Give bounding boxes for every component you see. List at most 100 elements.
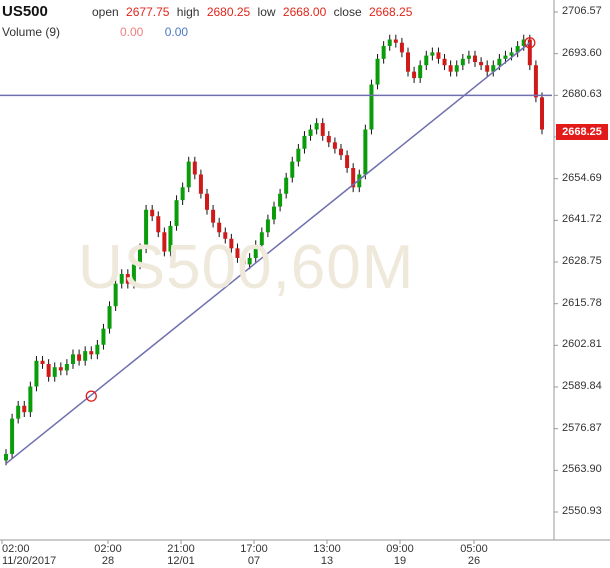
- price-tick-label: 2628.75: [562, 255, 602, 267]
- time-tick-label: 21:00 12/01: [151, 543, 211, 567]
- candle-body: [363, 129, 368, 175]
- candle-body: [357, 174, 362, 188]
- candle-body: [290, 161, 295, 178]
- candle-body: [89, 351, 94, 355]
- candle-body: [211, 209, 216, 223]
- open-label: open: [92, 5, 119, 19]
- time-tick-time: 02:00: [2, 543, 30, 555]
- candle-body: [521, 39, 526, 46]
- candle-body: [424, 55, 429, 66]
- price-tick-label: 2576.87: [562, 421, 602, 434]
- price-tick-label: 2680.63: [562, 88, 602, 101]
- candle-body: [540, 97, 544, 130]
- candle-body: [168, 225, 173, 252]
- price-tick-label: 2641.72: [562, 213, 602, 226]
- candle-body: [393, 39, 398, 43]
- candle-body: [381, 45, 386, 59]
- time-tick-time: 13:00: [313, 543, 341, 555]
- candle-body: [460, 58, 465, 66]
- candle-body: [16, 405, 21, 419]
- candle-body: [58, 367, 63, 371]
- candle-body: [351, 168, 356, 188]
- candle-body: [198, 174, 203, 194]
- candle-body: [101, 328, 106, 345]
- last-price-tag: 2668.25: [556, 124, 608, 140]
- candle-body: [272, 206, 276, 220]
- candle-body: [223, 232, 228, 239]
- time-tick-date: 28: [101, 555, 115, 567]
- price-tick-label: 2602.81: [562, 338, 602, 351]
- candle-body: [448, 65, 453, 72]
- volume-value-a: 0.00: [120, 25, 144, 39]
- time-tick-date: 12/01: [167, 555, 195, 567]
- candle-body: [497, 58, 502, 66]
- candle-body: [509, 52, 514, 56]
- candle-body: [144, 209, 149, 249]
- candle-body: [430, 52, 435, 56]
- candle-body: [125, 274, 130, 284]
- candle-body: [156, 216, 161, 233]
- high-value: 2680.25: [206, 5, 251, 19]
- candle-body: [454, 65, 459, 72]
- close-label: close: [333, 5, 362, 19]
- candle-body: [52, 367, 57, 377]
- price-tick-label: 2615.78: [562, 296, 602, 309]
- time-tick-time: 02:00: [94, 543, 122, 555]
- candle-body: [186, 161, 191, 188]
- time-tick-date: 07: [247, 555, 261, 567]
- candle-body: [107, 306, 112, 329]
- candle-body: [77, 354, 82, 361]
- time-tick-time: 05:00: [460, 543, 488, 555]
- candle-body: [326, 135, 331, 143]
- candle-body: [491, 65, 496, 72]
- candle-body: [473, 55, 477, 63]
- candle-body: [479, 62, 484, 66]
- candle-body: [406, 52, 410, 72]
- candle-body: [320, 123, 325, 136]
- candle-body: [375, 58, 380, 85]
- time-tick-date: 11/20/2017: [2, 555, 57, 567]
- candle-body: [442, 58, 447, 66]
- candle-body: [515, 45, 520, 53]
- price-tick-label: 2654.69: [562, 171, 602, 184]
- close-value: 2668.25: [369, 5, 413, 19]
- candle-body: [162, 232, 167, 252]
- trendline-anchor-marker: [524, 37, 536, 49]
- time-tick-time: 09:00: [386, 543, 414, 555]
- candle-body: [64, 363, 69, 371]
- candle-body: [399, 42, 404, 53]
- candle-body: [314, 123, 319, 130]
- candle-body: [113, 283, 118, 307]
- price-tick-label: 2563.90: [562, 463, 602, 476]
- time-tick-date: 19: [393, 555, 407, 567]
- price-tick-label: 2706.57: [562, 5, 602, 17]
- time-tick-label: 02:00 11/20/2017: [2, 543, 62, 567]
- candle-body: [527, 39, 532, 66]
- time-tick-label: 13:00 13: [297, 543, 357, 567]
- candle-body: [217, 222, 222, 233]
- volume-values: 0.00 0.00: [120, 25, 188, 39]
- candle-body: [387, 39, 392, 46]
- trendline: [5, 42, 531, 465]
- candle-body: [138, 248, 142, 265]
- price-tick-label: 2693.60: [562, 46, 602, 59]
- candle-body: [192, 161, 197, 175]
- candle-body: [150, 209, 155, 217]
- candle-body: [345, 155, 350, 169]
- candle-body: [302, 135, 307, 149]
- time-tick-time: 17:00: [240, 543, 268, 555]
- time-tick-time: 21:00: [167, 543, 195, 555]
- candle-body: [308, 129, 313, 136]
- candle-body: [418, 65, 423, 79]
- candle-body: [369, 84, 374, 130]
- time-tick-date: 26: [467, 555, 481, 567]
- candle-body: [119, 274, 124, 284]
- candle-body: [229, 238, 234, 249]
- high-label: high: [176, 5, 200, 19]
- volume-label: Volume (9): [2, 25, 61, 39]
- time-tick-label: 17:00 07: [224, 543, 284, 567]
- candle-body: [22, 405, 27, 413]
- candle-body: [235, 248, 240, 258]
